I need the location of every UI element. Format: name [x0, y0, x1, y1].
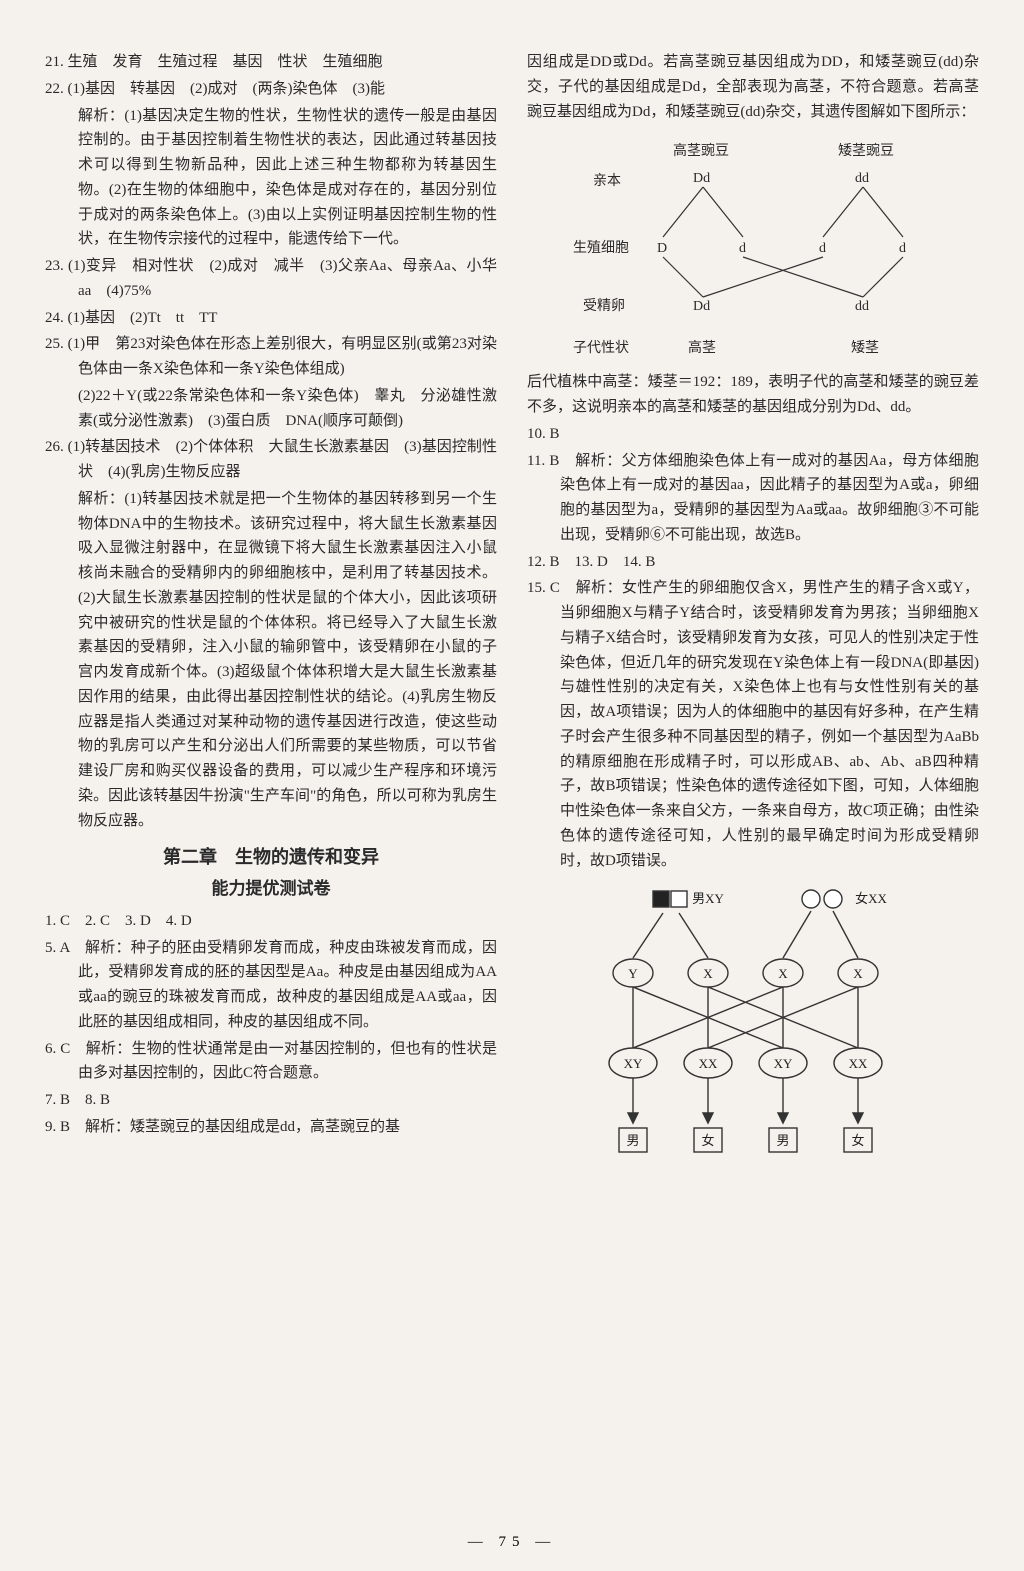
page: 21. 生殖 发育 生殖过程 基因 性状 生殖细胞 22. (1)基因 转基因 …: [0, 0, 1024, 1571]
gamete-d1: d: [739, 237, 746, 260]
label-gamete: 生殖细胞: [573, 237, 629, 260]
d2-r-nv2: 女: [851, 1133, 864, 1148]
d2-r-nan2: 男: [776, 1133, 789, 1148]
answer-9: 9. B 解析：矮茎豌豆的基因组成是dd，高茎豌豆的基: [45, 1115, 497, 1140]
right-column: 因组成是DD或Dd。若高茎豌豆基因组成为DD，和矮茎豌豆(dd)杂交，子代的基因…: [527, 50, 979, 1524]
offspring-tall: 高茎: [688, 337, 716, 360]
zygote-dd: dd: [855, 295, 869, 318]
page-number: — 75 —: [45, 1524, 979, 1551]
answer-6: 6. C 解析：生物的性状通常是由一对基因控制的，但也有的性状是由多对基因控制的…: [45, 1037, 497, 1087]
answer-7-8: 7. B 8. B: [45, 1088, 497, 1113]
sex-chromosome-diagram: 男XY 女XX Y X X X XY XX XY XX 男 女 男 女: [563, 883, 943, 1193]
page-number-value: 75: [499, 1534, 526, 1550]
section-subtitle: 能力提优测试卷: [45, 875, 497, 903]
offspring-dwarf: 矮茎: [851, 337, 879, 360]
d2-female-label: 女XX: [855, 891, 887, 906]
answer-1-4: 1. C 2. C 3. D 4. D: [45, 909, 497, 934]
gamete-D: D: [657, 237, 667, 260]
d2-z-XY2: XY: [774, 1056, 793, 1071]
answer-22: 22. (1)基因 转基因 (2)成对 (两条)染色体 (3)能: [45, 77, 497, 102]
gamete-d2: d: [819, 237, 826, 260]
d2-g-X1: X: [703, 966, 713, 981]
answer-25b: (2)22＋Y(或22条常染色体和一条Y染色体) 睾丸 分泌雄性激素(或分泌性激…: [45, 384, 497, 434]
explain-22: 解析：(1)基因决定生物的性状，生物性状的遗传一般是由基因控制的。由于基因控制着…: [45, 104, 497, 253]
section-title: 第二章 生物的遗传和变异: [45, 843, 497, 873]
d2-r-nan1: 男: [626, 1133, 639, 1148]
answer-25a: 25. (1)甲 第23对染色体在形态上差别很大，有明显区别(或第23对染色体由…: [45, 332, 497, 382]
answer-23: 23. (1)变异 相对性状 (2)成对 减半 (3)父亲Aa、母亲Aa、小华a…: [45, 254, 497, 304]
answer-21: 21. 生殖 发育 生殖过程 基因 性状 生殖细胞: [45, 50, 497, 75]
label-dwarf-pea: 矮茎豌豆: [838, 140, 894, 163]
label-offspring: 子代性状: [573, 337, 629, 360]
explain-26: 解析：(1)转基因技术就是把一个生物体的基因转移到另一个生物体DNA中的生物技术…: [45, 487, 497, 834]
answer-12-14: 12. B 13. D 14. B: [527, 550, 979, 575]
d2-g-X3: X: [853, 966, 863, 981]
answer-5: 5. A 解析：种子的胚由受精卵发育而成，种皮由珠被发育而成，因此，受精卵发育成…: [45, 936, 497, 1035]
zygote-Dd: Dd: [693, 295, 710, 318]
d2-g-X2: X: [778, 966, 788, 981]
answer-26a: 26. (1)转基因技术 (2)个体体积 大鼠生长激素基因 (3)基因控制性状 …: [45, 435, 497, 485]
d2-g-Y: Y: [628, 966, 638, 981]
parent-Dd: Dd: [693, 167, 710, 190]
label-parent: 亲本: [593, 170, 621, 193]
columns: 21. 生殖 发育 生殖过程 基因 性状 生殖细胞 22. (1)基因 转基因 …: [45, 50, 979, 1524]
label-tall-pea: 高茎豌豆: [673, 140, 729, 163]
answer-15: 15. C 解析：女性产生的卵细胞仅含X，男性产生的精子含X或Y，当卵细胞X与精…: [527, 576, 979, 873]
after-diagram1: 后代植株中高茎：矮茎＝192：189，表明子代的高茎和矮茎的豌豆差不多，这说明亲…: [527, 370, 979, 420]
d2-r-nv1: 女: [701, 1133, 714, 1148]
d2-z-XY1: XY: [624, 1056, 643, 1071]
answer-9-cont: 因组成是DD或Dd。若高茎豌豆基因组成为DD，和矮茎豌豆(dd)杂交，子代的基因…: [527, 50, 979, 124]
label-zygote: 受精卵: [583, 295, 625, 318]
answer-10: 10. B: [527, 422, 979, 447]
gamete-d3: d: [899, 237, 906, 260]
d2-male-label: 男XY: [692, 891, 724, 906]
answer-11: 11. B 解析：父方体细胞染色体上有一成对的基因Aa，母方体细胞染色体上有一成…: [527, 449, 979, 548]
left-column: 21. 生殖 发育 生殖过程 基因 性状 生殖细胞 22. (1)基因 转基因 …: [45, 50, 497, 1524]
d2-z-XX2: XX: [849, 1056, 868, 1071]
d2-z-XX1: XX: [699, 1056, 718, 1071]
punnett-svg: 男XY 女XX Y X X X XY XX XY XX 男 女 男 女: [563, 883, 943, 1193]
genetics-cross-diagram: 高茎豌豆 矮茎豌豆 亲本 Dd dd 生殖细胞 D d d d 受精卵 Dd d…: [563, 132, 943, 362]
answer-24: 24. (1)基因 (2)Tt tt TT: [45, 306, 497, 331]
parent-dd: dd: [855, 167, 869, 190]
